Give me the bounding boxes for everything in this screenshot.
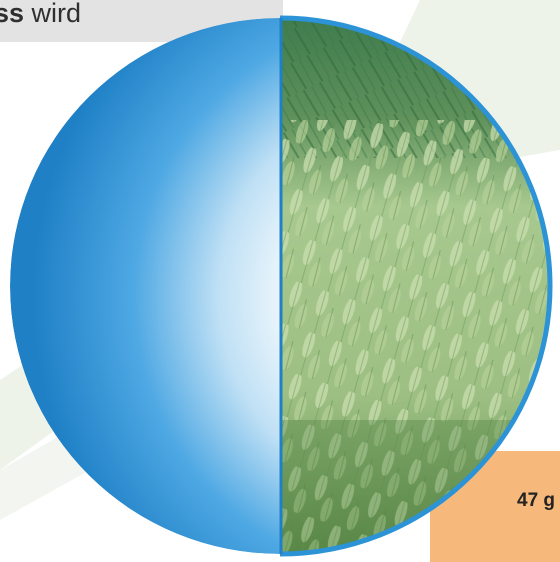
top-text-bold: ss [0, 0, 25, 28]
water-half [10, 18, 280, 554]
sphere-rim [279, 15, 553, 557]
top-text: ss wird [0, 0, 300, 30]
weight-label: 47 g [517, 490, 556, 511]
background-stripe-left-lower [0, 430, 90, 520]
top-text-normal: wird [24, 0, 82, 28]
wheat-half [280, 18, 550, 554]
